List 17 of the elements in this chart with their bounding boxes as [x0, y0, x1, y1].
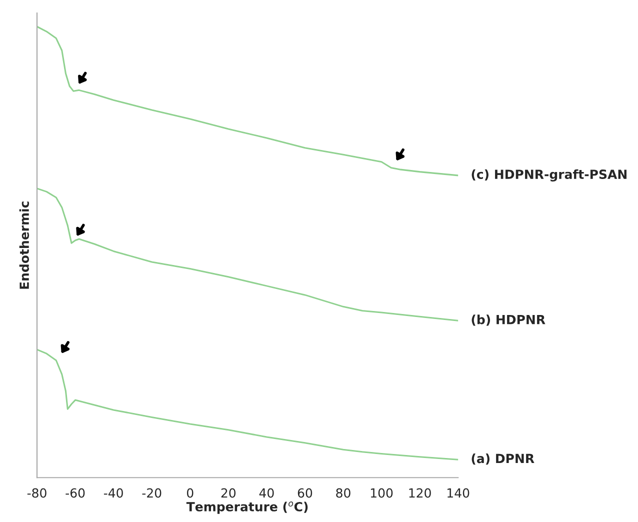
- x-tick-label: 0: [186, 488, 194, 498]
- series-label: (a) DPNR: [472, 454, 534, 465]
- x-tick-label: 20: [221, 488, 236, 498]
- x-axis-title: Temperature ($^{o}$C): [186, 502, 308, 514]
- x-tick-label: 100: [370, 488, 393, 498]
- x-tick-label: 80: [336, 488, 350, 498]
- y-axis-title: Endothermic: [19, 202, 30, 289]
- series-label: (b) HDPNR: [472, 314, 546, 326]
- x-tick-label: 140: [448, 488, 470, 498]
- x-tick-label: -60: [66, 488, 85, 498]
- x-tick-label: 120: [409, 488, 431, 498]
- x-tick-label: -40: [104, 488, 123, 498]
- x-tick-label: -80: [27, 488, 46, 498]
- x-tick-label: 40: [259, 488, 274, 498]
- series-label: (c) HDPNR-graft-PSAN: [472, 169, 626, 182]
- x-tick-label: 60: [298, 488, 312, 498]
- x-tick-label: -20: [142, 488, 162, 498]
